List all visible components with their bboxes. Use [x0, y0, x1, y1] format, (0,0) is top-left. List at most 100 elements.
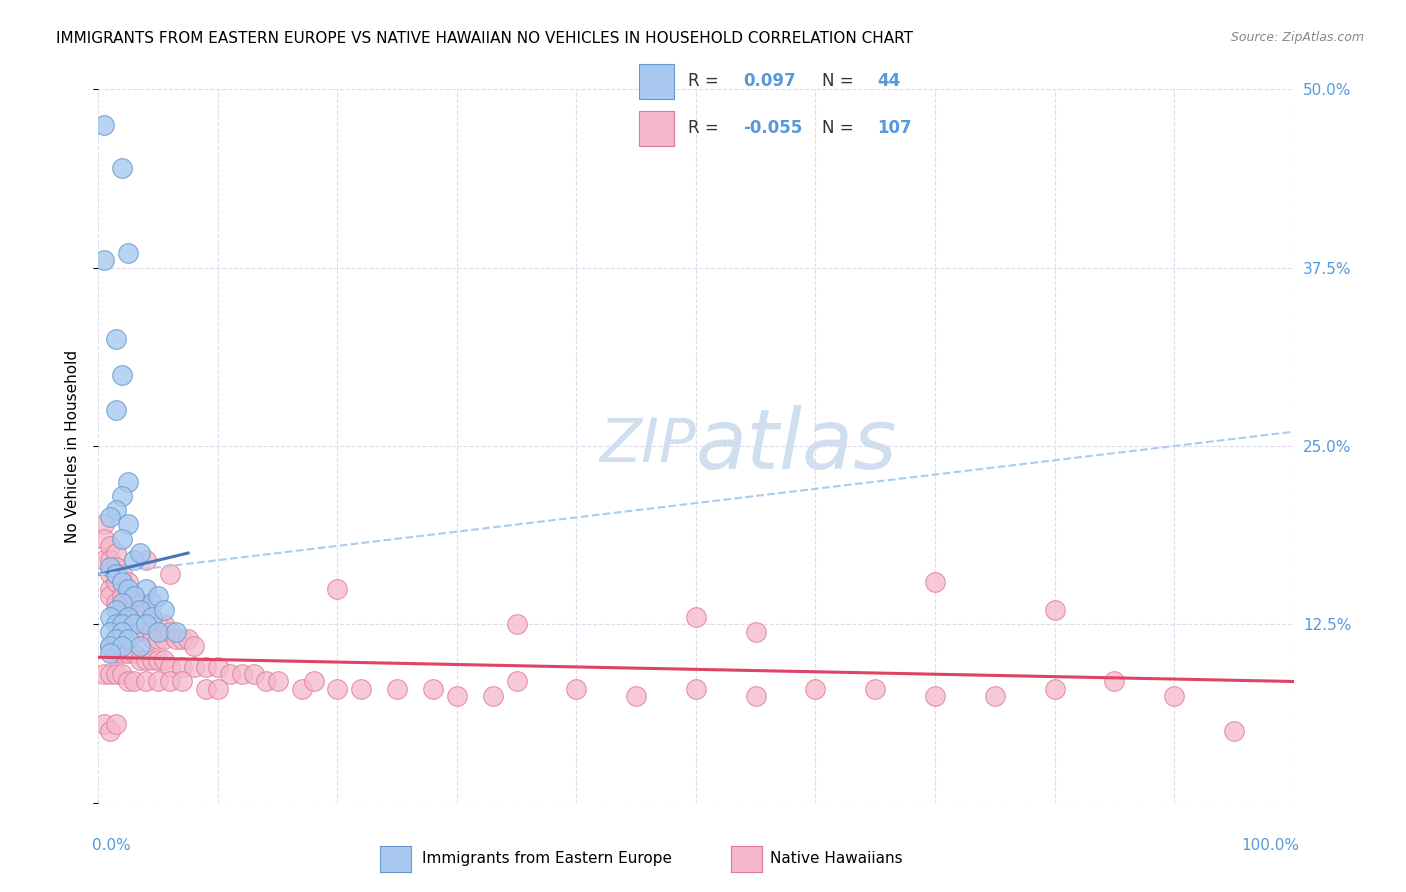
Point: [98, 510, 122, 524]
Point: [111, 574, 134, 589]
Point: [422, 681, 444, 696]
Point: [105, 646, 128, 660]
Point: [98, 724, 122, 739]
Point: [117, 582, 139, 596]
Point: [685, 610, 707, 624]
Text: Immigrants from Eastern Europe: Immigrants from Eastern Europe: [422, 852, 672, 866]
Point: [117, 574, 139, 589]
Point: [93, 667, 115, 681]
Text: R =: R =: [688, 72, 724, 90]
Point: [93, 532, 115, 546]
Point: [129, 603, 152, 617]
Point: [105, 596, 128, 610]
Point: [105, 560, 128, 574]
Point: [506, 617, 529, 632]
Point: [159, 624, 181, 639]
Point: [93, 553, 115, 567]
Point: [231, 667, 253, 681]
Point: [1043, 681, 1066, 696]
Point: [745, 689, 768, 703]
Point: [159, 674, 181, 689]
Point: [111, 639, 134, 653]
Point: [111, 589, 134, 603]
Point: [117, 610, 139, 624]
Point: [1222, 724, 1246, 739]
Point: [98, 639, 122, 653]
Point: [148, 589, 170, 603]
Point: [153, 653, 176, 667]
Point: [745, 624, 768, 639]
Point: [267, 674, 290, 689]
Text: Native Hawaiians: Native Hawaiians: [770, 852, 903, 866]
Point: [117, 596, 139, 610]
Point: [129, 624, 152, 639]
Point: [117, 246, 139, 260]
Text: 107: 107: [877, 120, 911, 137]
Point: [153, 603, 176, 617]
Point: [117, 632, 139, 646]
Point: [148, 617, 170, 632]
Point: [141, 596, 163, 610]
Point: [129, 617, 152, 632]
Point: [124, 589, 146, 603]
Point: [98, 567, 122, 582]
Point: [194, 660, 218, 674]
Text: 44: 44: [877, 72, 900, 90]
Point: [98, 624, 122, 639]
Point: [148, 624, 170, 639]
Point: [626, 689, 648, 703]
Point: [93, 517, 115, 532]
Point: [141, 653, 163, 667]
Point: [1043, 603, 1066, 617]
Point: [446, 689, 468, 703]
Point: [141, 632, 163, 646]
Point: [207, 660, 229, 674]
Point: [111, 596, 134, 610]
Point: [124, 617, 146, 632]
Point: [98, 553, 122, 567]
Point: [863, 681, 887, 696]
Point: [98, 582, 122, 596]
Point: [1163, 689, 1185, 703]
Point: [135, 617, 157, 632]
Point: [153, 632, 176, 646]
Point: [385, 681, 409, 696]
Point: [111, 603, 134, 617]
Point: [124, 553, 146, 567]
Point: [105, 503, 128, 517]
Text: N =: N =: [823, 120, 859, 137]
Point: [93, 717, 115, 731]
Point: [326, 681, 349, 696]
Point: [165, 624, 187, 639]
Point: [159, 567, 181, 582]
Point: [105, 717, 128, 731]
Point: [105, 617, 128, 632]
Point: [111, 489, 134, 503]
Point: [685, 681, 707, 696]
Point: [153, 617, 176, 632]
Y-axis label: No Vehicles in Household: No Vehicles in Household: [65, 350, 80, 542]
Text: Source: ZipAtlas.com: Source: ZipAtlas.com: [1230, 31, 1364, 45]
Point: [135, 624, 157, 639]
Point: [124, 603, 146, 617]
Point: [105, 403, 128, 417]
Point: [124, 646, 146, 660]
Point: [326, 582, 349, 596]
Point: [165, 632, 187, 646]
Point: [1102, 674, 1125, 689]
Point: [111, 624, 134, 639]
Bar: [640, 111, 673, 145]
Point: [105, 567, 128, 582]
Point: [98, 646, 122, 660]
Point: [129, 653, 152, 667]
Bar: [640, 64, 673, 99]
Point: [135, 653, 157, 667]
Point: [98, 610, 122, 624]
Point: [98, 539, 122, 553]
Point: [111, 667, 134, 681]
Point: [111, 617, 134, 632]
Text: 100.0%: 100.0%: [1241, 838, 1299, 854]
Point: [302, 674, 325, 689]
Point: [105, 603, 128, 617]
Point: [243, 667, 266, 681]
